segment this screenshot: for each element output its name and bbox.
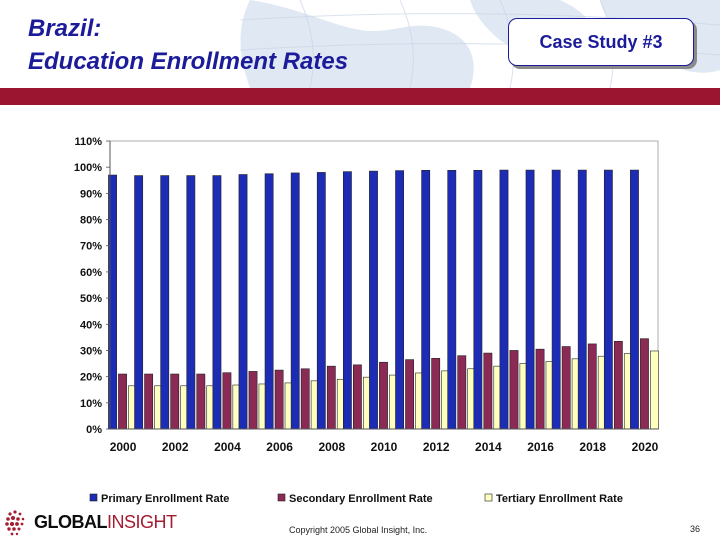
bar-primary-2013 — [447, 170, 457, 430]
y-tick-label: 80% — [80, 215, 102, 227]
x-tick-label: 2020 — [632, 440, 659, 454]
x-tick-label: 2010 — [371, 440, 398, 454]
bar-primary-2007 — [290, 172, 300, 430]
bar-secondary-2019 — [613, 340, 623, 430]
x-tick-label: 2006 — [266, 440, 293, 454]
title-line-1: Brazil: — [28, 15, 102, 42]
legend-swatch-secondary — [277, 493, 286, 502]
bar-primary-2011 — [395, 170, 404, 430]
bar-primary-2018 — [577, 169, 587, 430]
y-tick-label: 20% — [80, 372, 102, 384]
title-accent-bar — [0, 88, 720, 105]
bar-primary-2006 — [264, 173, 274, 430]
enrollment-chart: 0% 10% 20% 30% 40% 50% 60% 70% 80% 90% 100% 110% 200… — [74, 136, 659, 505]
bar-tertiary-2020 — [650, 350, 659, 430]
copyright-notice: Copyright 2005 Global Insight, Inc. — [289, 525, 428, 535]
y-tick-label: 10% — [80, 398, 102, 410]
bar-secondary-2007 — [300, 368, 310, 430]
bar-primary-2002 — [160, 175, 170, 430]
x-tick-label: 2014 — [475, 440, 502, 454]
global-insight-logo: GLOBALINSIGHT — [4, 508, 177, 538]
logo-wordmark: GLOBALINSIGHT — [34, 512, 177, 533]
legend-swatch-primary — [89, 493, 98, 502]
title-line-2: Education Enrollment Rates — [28, 48, 349, 75]
x-tick-label: 2004 — [214, 440, 241, 454]
logo-globe-icon — [5, 510, 25, 536]
bar-secondary-2002 — [170, 373, 180, 430]
bar-secondary-2008 — [326, 365, 336, 430]
y-tick-label: 0% — [86, 424, 102, 436]
x-tick-label: 2000 — [110, 440, 137, 454]
bar-secondary-2012 — [431, 358, 441, 430]
x-tick-label: 2002 — [162, 440, 189, 454]
bar-secondary-2003 — [196, 373, 206, 430]
x-tick-label: 2018 — [579, 440, 606, 454]
bar-secondary-2014 — [483, 352, 493, 430]
y-tick-label: 30% — [80, 345, 102, 357]
y-tick-label: 110% — [74, 136, 102, 148]
bar-primary-2020 — [630, 169, 639, 430]
bar-secondary-2017 — [561, 346, 571, 430]
bar-secondary-2009 — [352, 364, 362, 430]
bar-secondary-2018 — [587, 343, 597, 430]
bar-secondary-2006 — [274, 369, 284, 430]
logo-global-text: GLOBAL — [34, 512, 108, 532]
legend-label-tertiary: Tertiary Enrollment Rate — [496, 493, 623, 505]
bar-primary-2004 — [212, 175, 222, 430]
y-tick-label: 60% — [80, 267, 102, 279]
bar-primary-2003 — [186, 175, 196, 430]
bar-primary-2015 — [499, 169, 509, 430]
bar-secondary-2011 — [405, 359, 414, 430]
bar-secondary-2010 — [379, 361, 388, 430]
bar-secondary-2013 — [457, 355, 467, 430]
bar-primary-2005 — [238, 174, 248, 430]
x-tick-label: 2008 — [318, 440, 345, 454]
y-tick-label: 40% — [80, 319, 102, 331]
y-tick-label: 90% — [80, 188, 102, 200]
bar-primary-2008 — [316, 172, 326, 430]
bar-primary-2019 — [603, 169, 613, 430]
bar-primary-2012 — [421, 170, 431, 430]
bar-primary-2016 — [525, 169, 535, 430]
legend-swatch-tertiary — [484, 493, 493, 502]
legend-label-secondary: Secondary Enrollment Rate — [289, 493, 433, 505]
bar-secondary-2020 — [640, 338, 649, 430]
bar-secondary-2015 — [509, 350, 519, 430]
case-study-badge: Case Study #3 — [508, 18, 694, 66]
bar-secondary-2016 — [535, 348, 545, 430]
bar-secondary-2004 — [222, 372, 232, 430]
page-number: 36 — [690, 524, 701, 534]
case-study-label: Case Study #3 — [539, 31, 663, 52]
bar-primary-2010 — [369, 170, 378, 430]
y-tick-label: 100% — [74, 162, 102, 174]
y-tick-label: 50% — [80, 293, 102, 305]
bar-primary-2017 — [551, 169, 561, 430]
bar-secondary-2001 — [144, 373, 154, 430]
legend-label-primary: Primary Enrollment Rate — [101, 493, 229, 505]
y-tick-label: 70% — [80, 241, 102, 253]
bar-primary-2009 — [342, 171, 352, 430]
bar-primary-2001 — [134, 175, 144, 430]
x-tick-label: 2016 — [527, 440, 554, 454]
logo-insight-text: INSIGHT — [107, 512, 177, 532]
bar-primary-2014 — [473, 170, 483, 430]
slide-title: Brazil: Education Enrollment Rates — [28, 12, 348, 78]
bar-secondary-2005 — [248, 371, 258, 430]
x-tick-label: 2012 — [423, 440, 450, 454]
bar-secondary-2000 — [118, 373, 127, 430]
